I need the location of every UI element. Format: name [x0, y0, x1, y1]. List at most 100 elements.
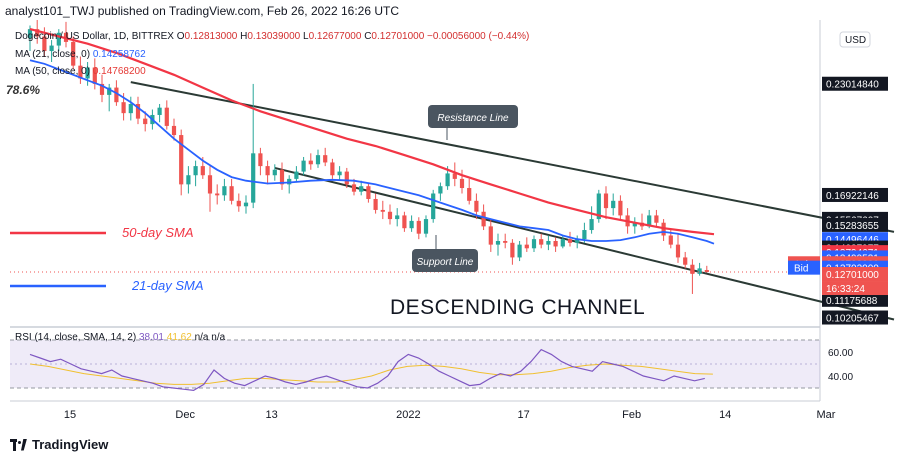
- candle-body: [207, 175, 213, 194]
- candle-body: [193, 166, 198, 176]
- candle-body: [524, 244, 529, 249]
- candle-body: [337, 171, 342, 176]
- candle-body: [567, 239, 573, 243]
- symbol-legend: Dogecoin / US Dollar, 1D, BITTREX O0.128…: [15, 31, 529, 42]
- close-value: 0.12701000: [371, 31, 425, 42]
- candle-body: [380, 209, 385, 212]
- open-label: O: [176, 31, 185, 42]
- rsi-legend[interactable]: RSI (14, close, SMA, 14, 2) 38.01 41.62 …: [15, 332, 225, 343]
- candle-body: [315, 155, 321, 165]
- open-value: 0.12813000: [184, 31, 238, 42]
- candle-body: [553, 240, 558, 247]
- candle-body: [121, 102, 126, 114]
- candle-body: [49, 45, 54, 52]
- candle-body: [128, 104, 133, 114]
- last-price-box: [822, 267, 888, 282]
- time-axis-label: 13: [265, 409, 277, 421]
- rsi-line: [29, 348, 705, 392]
- sma21-line: [29, 59, 715, 245]
- candle-body: [71, 41, 76, 66]
- candle-body: [323, 155, 328, 163]
- tradingview-logo[interactable]: TradingView: [10, 437, 108, 452]
- candle-body: [265, 166, 270, 176]
- rsi-axis-label: 40.00: [828, 372, 853, 383]
- candle-body: [42, 36, 47, 52]
- candle-body: [683, 257, 688, 265]
- candle-body: [531, 239, 537, 249]
- high-value: 0.13039000: [247, 31, 301, 42]
- candle-body: [243, 202, 249, 207]
- candle-body: [488, 226, 493, 245]
- candle-body: [611, 200, 616, 209]
- candle-body: [157, 107, 162, 115]
- candle-body: [222, 186, 227, 196]
- candle-body: [308, 160, 313, 165]
- symbol-name: Dogecoin / US Dollar, 1D, BITTREX: [15, 31, 174, 42]
- candle-body: [85, 67, 90, 79]
- resistance-callout-text: Resistance Line: [437, 113, 509, 124]
- publish-info: analyst101_TWJ published on TradingView.…: [5, 4, 400, 18]
- ma21-value: 0.14258762: [92, 49, 146, 60]
- candle-body: [330, 162, 335, 176]
- support-callout-text: Support Line: [417, 257, 474, 268]
- candle-body: [697, 268, 702, 274]
- candle-body: [359, 186, 364, 192]
- candle-body: [632, 222, 637, 227]
- candle-body: [416, 220, 421, 234]
- support-callout: [412, 249, 478, 272]
- candle-body: [301, 160, 306, 172]
- price-label-box: [822, 310, 888, 325]
- candle-body: [539, 239, 544, 245]
- resistance-line: [130, 81, 895, 233]
- candle-body: [107, 87, 112, 95]
- candle-body: [215, 193, 220, 196]
- price-label: 0.10205467: [826, 314, 879, 325]
- candle-body: [179, 135, 184, 185]
- candle-body: [560, 239, 565, 247]
- price-label-box: [822, 187, 888, 202]
- candle-body: [575, 239, 580, 243]
- time-axis-label: 14: [719, 409, 731, 421]
- time-axis-label: Feb: [622, 409, 641, 421]
- candle-body: [294, 171, 299, 179]
- ma50-legend[interactable]: MA (50, close, 0) 0.14768200: [15, 66, 146, 77]
- candle-body: [618, 200, 623, 216]
- price-label: 0.23014840: [826, 80, 879, 91]
- time-axis-label: 2022: [396, 409, 420, 421]
- time-axis-label: 17: [517, 409, 529, 421]
- tradingview-logo-icon: [10, 438, 28, 451]
- rsi-bands: n/a n/a: [194, 332, 226, 343]
- candle-body: [467, 188, 472, 201]
- ma21-legend[interactable]: MA (21, close, 0) 0.14258762: [15, 49, 146, 60]
- countdown: 16:33:24: [826, 284, 865, 295]
- countdown-box: [822, 281, 888, 296]
- bid-tag: Bid: [794, 264, 808, 275]
- candle-body: [596, 193, 601, 220]
- candle-body: [603, 193, 609, 209]
- candle-body: [35, 29, 40, 37]
- time-axis-label: Dec: [175, 409, 195, 421]
- candle-body: [387, 211, 393, 220]
- usd-button-box[interactable]: [839, 31, 871, 48]
- candle-body: [589, 219, 594, 231]
- usd-button[interactable]: USD: [845, 35, 866, 46]
- candle-body: [654, 215, 659, 223]
- ma21-label: MA (21, close, 0): [15, 49, 91, 60]
- candle-body: [251, 153, 256, 203]
- publish-bar: analyst101_TWJ published on TradingView.…: [0, 0, 900, 22]
- sma50-line: [29, 28, 715, 236]
- time-axis-label: 15: [64, 409, 76, 421]
- candle-body: [445, 173, 450, 187]
- price-label: 0.11175688: [826, 296, 878, 307]
- descending-channel-label: DESCENDING CHANNEL: [390, 296, 645, 319]
- candle-body: [279, 169, 285, 185]
- last-price: 0.12701000: [826, 270, 879, 281]
- candle-body: [704, 270, 709, 273]
- candle-body: [143, 118, 148, 125]
- candle-body: [510, 242, 515, 258]
- candle-body: [395, 215, 400, 220]
- fib-percent: 78.6%: [6, 83, 41, 97]
- rsi-sma-value: 41.62: [166, 332, 192, 343]
- sma50-label: 50-day SMA: [122, 225, 194, 240]
